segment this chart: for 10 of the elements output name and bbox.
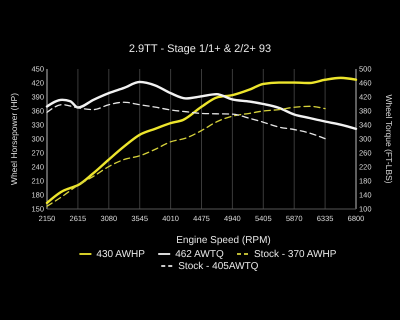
y-axis-title: Wheel Horsepower (HP)	[9, 92, 19, 186]
legend-label: 462 AWTQ	[175, 249, 224, 260]
y2-axis-title: Wheel Torque (FT-LBS)	[384, 94, 394, 184]
chart-title: 2.9TT - Stage 1/1+ & 2/2+ 93	[128, 43, 272, 55]
legend-label: Stock - 405AWTQ	[178, 261, 259, 272]
legend-label: 430 AWHP	[96, 249, 146, 260]
line-series	[46, 106, 326, 207]
x-axis-title: Engine Speed (RPM)	[176, 235, 271, 246]
legend-label: Stock - 370 AWHP	[254, 249, 337, 260]
line-series	[46, 76, 358, 204]
